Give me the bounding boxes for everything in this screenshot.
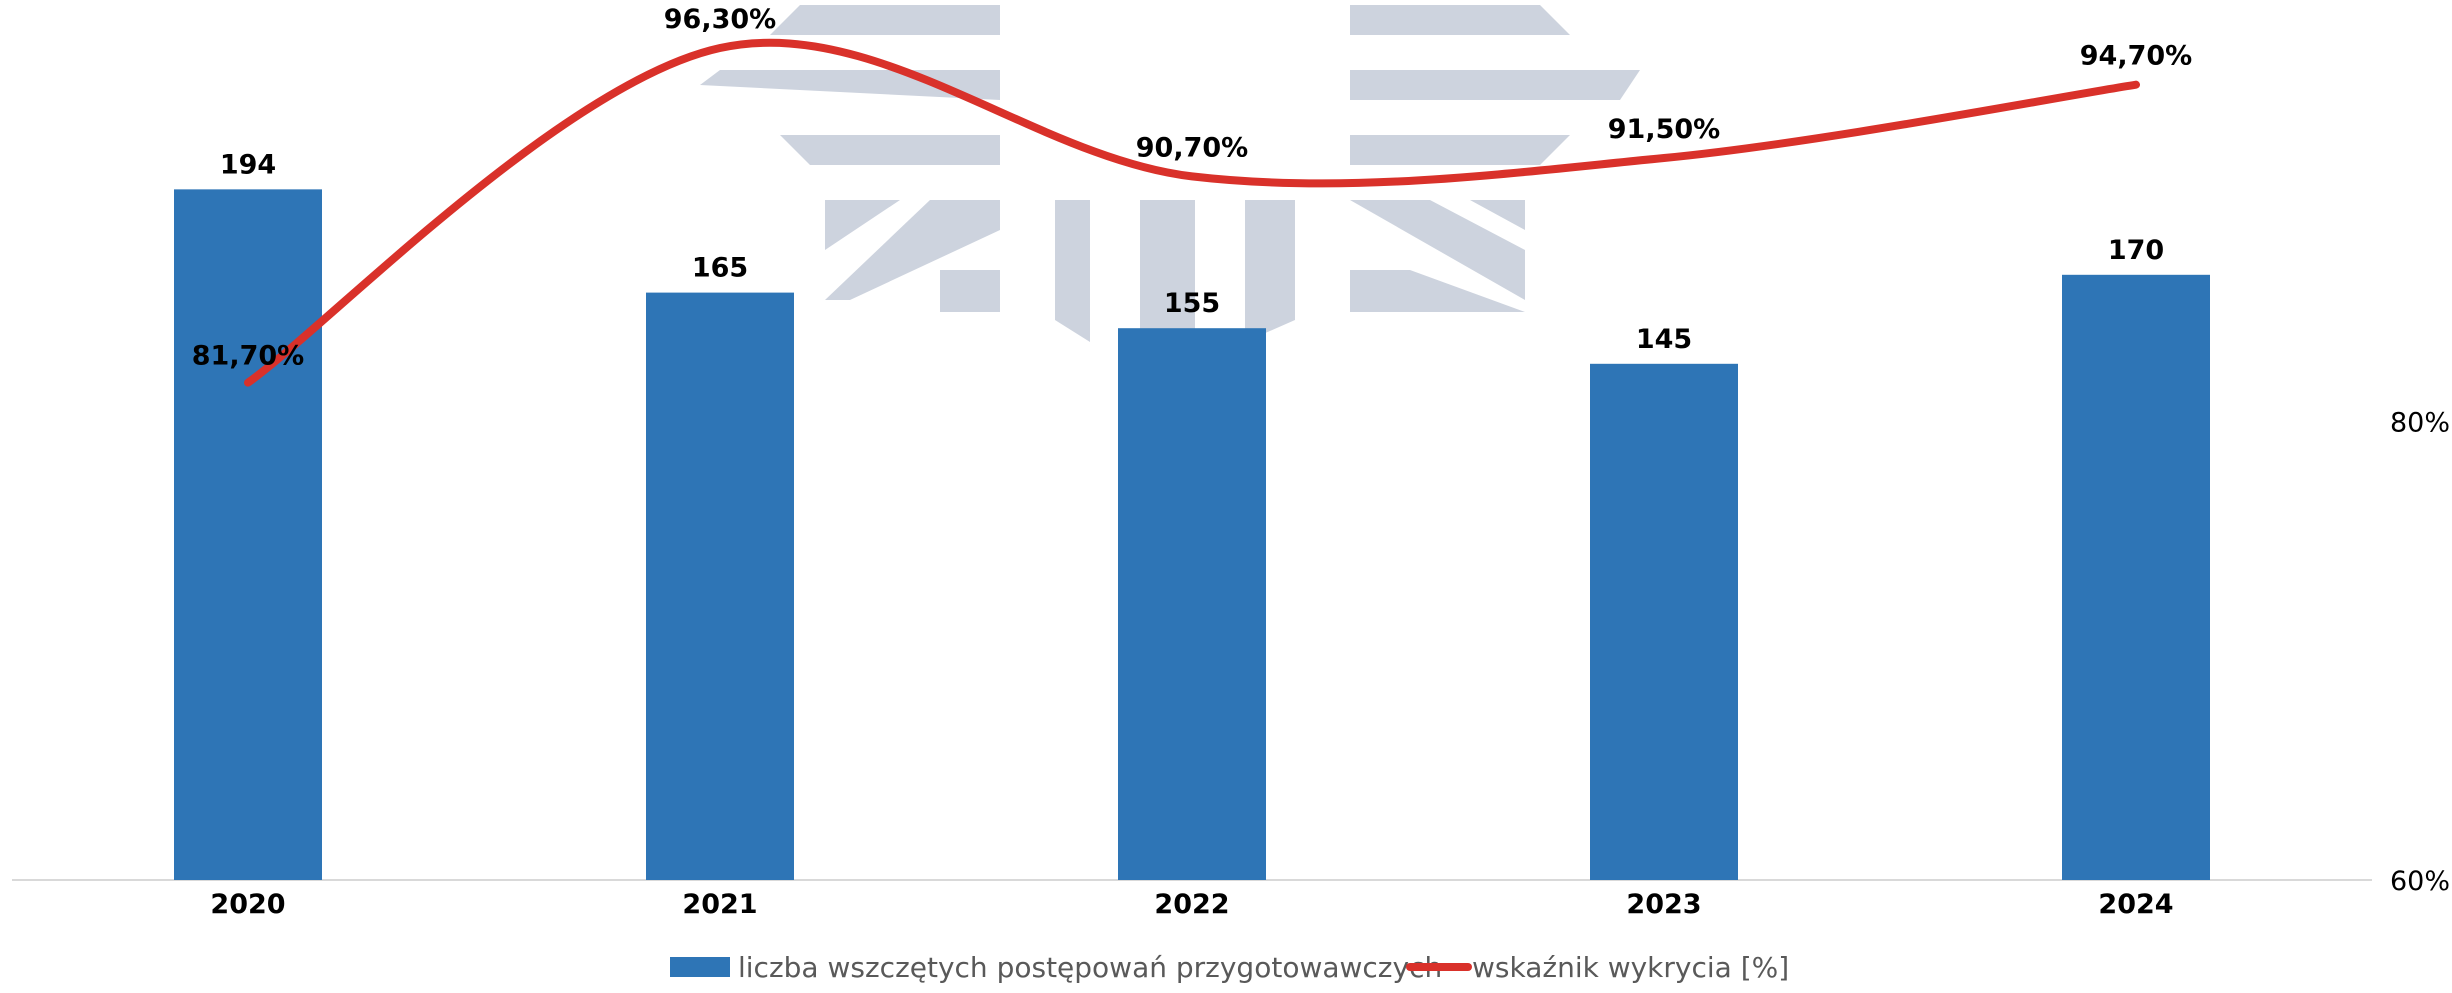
line-data-label-2021: 96,30% [664,4,776,35]
bar-data-label-2021: 165 [692,253,748,284]
bar-2020 [174,189,322,881]
bar-data-label-2022: 155 [1164,288,1220,319]
bar-data-label-2023: 145 [1636,324,1692,355]
y2-tick-label-60: 60% [2390,866,2450,897]
series-line-wskaznik-wykrycia [244,38,2140,387]
line-data-label-2020: 81,70% [192,341,304,372]
bar-2021 [646,292,794,881]
line-data-label-2024: 94,70% [2080,41,2192,72]
bar-2024 [2062,274,2210,880]
bar-2023 [1590,363,1738,880]
legend-label-bars: liczba wszczętych postępowań przygotowaw… [738,951,1442,984]
line-data-label-2023: 91,50% [1608,114,1720,145]
x-tick-label-2020: 2020 [210,889,285,920]
line-data-label-2022: 90,70% [1136,132,1248,163]
x-tick-label-2022: 2022 [1154,889,1229,920]
x-tick-label-2023: 2023 [1626,889,1701,920]
y2-tick-label-80: 80% [2390,408,2450,439]
watermark-logo [700,5,1640,342]
legend-swatch-bars [670,957,730,977]
x-tick-label-2021: 2021 [682,889,757,920]
bar-data-label-2024: 170 [2108,235,2164,266]
bar-data-label-2020: 194 [220,149,276,180]
bar-2022 [1118,328,1266,880]
legend-label-line: wskaźnik wykrycia [%] [1472,951,1789,984]
x-tick-label-2024: 2024 [2098,889,2173,920]
